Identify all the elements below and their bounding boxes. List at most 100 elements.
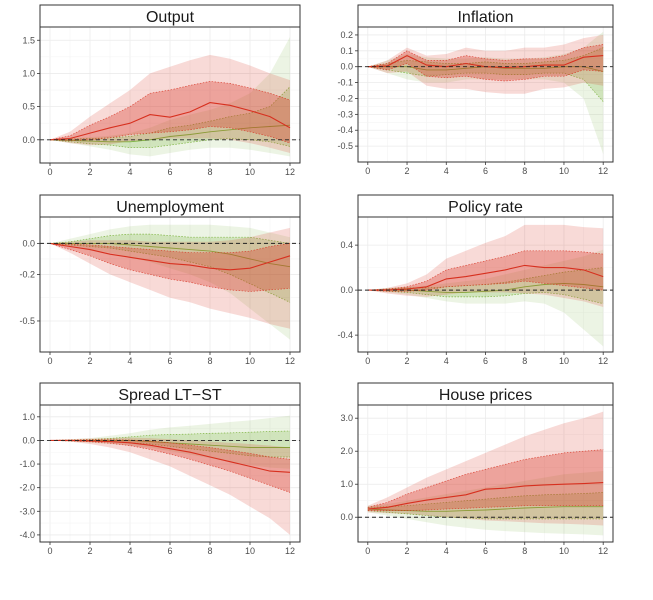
x-tick-label: 8 [522,546,527,556]
y-tick-label: 2.0 [340,446,353,456]
series-red [49,54,291,153]
median-line [49,242,291,271]
x-tick-label: 8 [207,546,212,556]
x-tick-label: 12 [285,167,295,177]
inner-band-lower-edge [367,63,604,82]
panel-0: Output 0 2 4 6 8 10 12 0.0 0.5 1.0 1.5 [22,4,301,177]
outer-band [50,227,290,329]
x-tick-label: 4 [444,166,449,176]
x-tick-label: 2 [405,356,410,366]
inner-band-lower-edge [367,289,604,304]
x-tick-label: 2 [405,166,410,176]
x-tick-label: 10 [559,546,569,556]
panel-title: Policy rate [448,199,523,216]
panel-1: Inflation 0 2 4 6 8 10 12 -0.5 -0.4 -0.3 -0.2 -0.1 0.… [337,4,614,176]
inner-band-lower-edge [367,510,604,520]
y-tick-label: 0.0 [22,435,35,445]
inner-band [50,439,290,493]
y-tick-label: 0.5 [22,102,35,112]
inner-band [367,250,604,292]
y-tick-label: -0.5 [19,316,35,326]
y-tick-label: -3.0 [19,506,35,516]
x-tick-label: 6 [167,546,172,556]
x-tick-label: 2 [405,546,410,556]
median-line [367,264,604,291]
panel-title: House prices [439,387,532,404]
median-line [367,482,604,510]
y-tick-label: 1.0 [340,479,353,489]
x-tick-label: 12 [285,356,295,366]
x-tick-label: 0 [47,546,52,556]
series-red [367,224,604,307]
series-red [367,411,604,526]
x-tick-label: 12 [285,546,295,556]
x-tick-label: 4 [127,546,132,556]
x-tick-label: 2 [87,167,92,177]
outer-band [367,471,604,536]
x-tick-label: 0 [47,356,52,366]
y-tick-label: 3.0 [340,413,353,423]
panel-3: Policy rate 0 2 4 6 8 10 12 -0.4 0.0 0.4 [337,194,614,366]
panel-4: Spread LT−ST 0 2 4 6 8 10 12 -4.0 -3.0 -2.0 -1.0 0.0… [19,382,301,556]
inner-band-lower-edge [49,243,291,303]
y-tick-label: -0.4 [337,125,353,135]
x-tick-label: 6 [483,546,488,556]
median-line [49,102,291,141]
inner-band [367,492,604,519]
x-tick-label: 6 [167,356,172,366]
gridlines [40,405,300,542]
outer-band [50,54,290,153]
series-green [367,471,604,536]
panel-title: Spread LT−ST [118,387,222,404]
x-tick-label: 4 [127,356,132,366]
y-tick-label: 0.0 [340,285,353,295]
y-tick-label: -0.2 [337,93,353,103]
y-tick-label: 1.0 [22,412,35,422]
y-tick-label: -0.2 [19,269,35,279]
median-line [50,439,291,473]
x-tick-label: 6 [167,167,172,177]
inner-band [367,267,604,304]
outer-band [367,249,604,347]
y-tick-label: -4.0 [19,530,35,540]
median-line [49,124,291,143]
inner-band-upper-edge [367,250,604,291]
x-tick-label: 4 [444,546,449,556]
y-tick-label: -2.0 [19,483,35,493]
y-tick-label: 1.0 [22,68,35,78]
x-tick-label: 8 [207,356,212,366]
gridlines [40,27,300,163]
x-tick-label: 4 [127,167,132,177]
inner-band [50,86,290,148]
outer-band [367,411,604,526]
series-red [49,437,291,535]
y-tick-label: -0.4 [337,330,353,340]
inner-band-upper-edge [367,47,604,68]
y-tick-label: -1.0 [19,459,35,469]
inner-band-upper-edge [49,86,291,141]
inner-band-upper-edge [367,492,604,508]
inner-band-upper-edge [367,449,604,508]
inner-band-lower-edge [49,440,291,493]
inner-band-lower-edge [367,505,604,511]
x-tick-label: 10 [245,546,255,556]
y-tick-label: 0.4 [340,240,353,250]
inner-band [50,243,290,292]
x-tick-label: 8 [522,166,527,176]
y-tick-label: 0.0 [340,62,353,72]
y-tick-label: -0.1 [337,78,353,88]
outer-band [367,34,604,94]
outer-band [50,415,290,469]
panel-5: House prices 0 2 4 6 8 10 12 0.0 1.0 2.0 3.0 [340,382,614,556]
inner-band-lower-edge [367,280,604,292]
x-tick-label: 0 [365,166,370,176]
x-tick-label: 2 [87,356,92,366]
x-tick-label: 10 [245,356,255,366]
x-tick-label: 4 [444,356,449,366]
outer-band [367,31,604,155]
x-tick-label: 6 [483,166,488,176]
x-tick-label: 0 [365,546,370,556]
inner-band-upper-edge [367,44,604,68]
inner-band [367,44,604,81]
